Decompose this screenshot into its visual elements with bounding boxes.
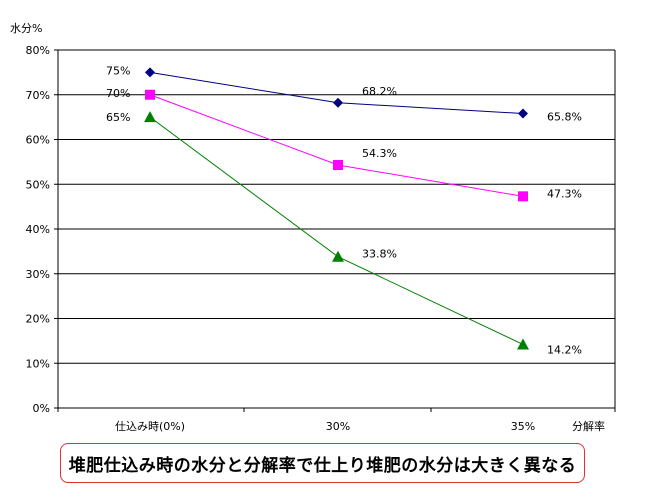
data-label: 65.8%: [547, 111, 582, 124]
data-label: 70%: [106, 87, 130, 100]
x-tick-label: 35%: [511, 420, 535, 433]
data-label: 47.3%: [547, 187, 582, 200]
y-tick-label: 0%: [33, 402, 50, 415]
data-point-diamond: [333, 97, 343, 108]
y-tick-label: 40%: [26, 223, 50, 236]
y-tick-label: 10%: [26, 357, 50, 370]
data-point-square: [518, 191, 528, 202]
x-tick-label: 仕込み時(0%): [115, 420, 185, 433]
y-tick-label: 80%: [26, 44, 50, 57]
series-line-3: [149, 116, 524, 345]
data-point-square: [145, 89, 155, 100]
chart-caption: 堆肥仕込み時の水分と分解率で仕上り堆肥の水分は大きく異なる: [60, 443, 585, 483]
data-point-triangle: [332, 250, 344, 262]
data-label: 75%: [106, 64, 130, 77]
chart: 0% 10% 20% 30% 40% 50% 60% 70% 80% 仕込み時(0%) 30% 35%…: [10, 22, 616, 433]
y-tick-label: 60%: [26, 134, 50, 147]
y-axis-title: 水分%: [10, 22, 42, 35]
data-point-diamond: [518, 108, 528, 119]
data-label: 14.2%: [547, 343, 582, 356]
data-label: 68.2%: [362, 85, 397, 98]
x-tick-label: 30%: [326, 420, 350, 433]
y-tick-label: 50%: [26, 178, 50, 191]
y-tick-label: 30%: [26, 268, 50, 281]
y-tick-label: 70%: [26, 89, 50, 102]
data-label: 54.3%: [362, 147, 397, 160]
x-axis-title: 分解率: [572, 419, 605, 433]
data-label: 33.8%: [362, 248, 397, 261]
data-point-diamond: [145, 67, 155, 78]
data-point-triangle: [144, 111, 156, 123]
series-line-1: [149, 71, 524, 115]
data-label: 65%: [106, 111, 130, 124]
data-point-square: [333, 160, 343, 171]
data-point-triangle: [517, 338, 529, 350]
y-tick-label: 20%: [26, 313, 50, 326]
